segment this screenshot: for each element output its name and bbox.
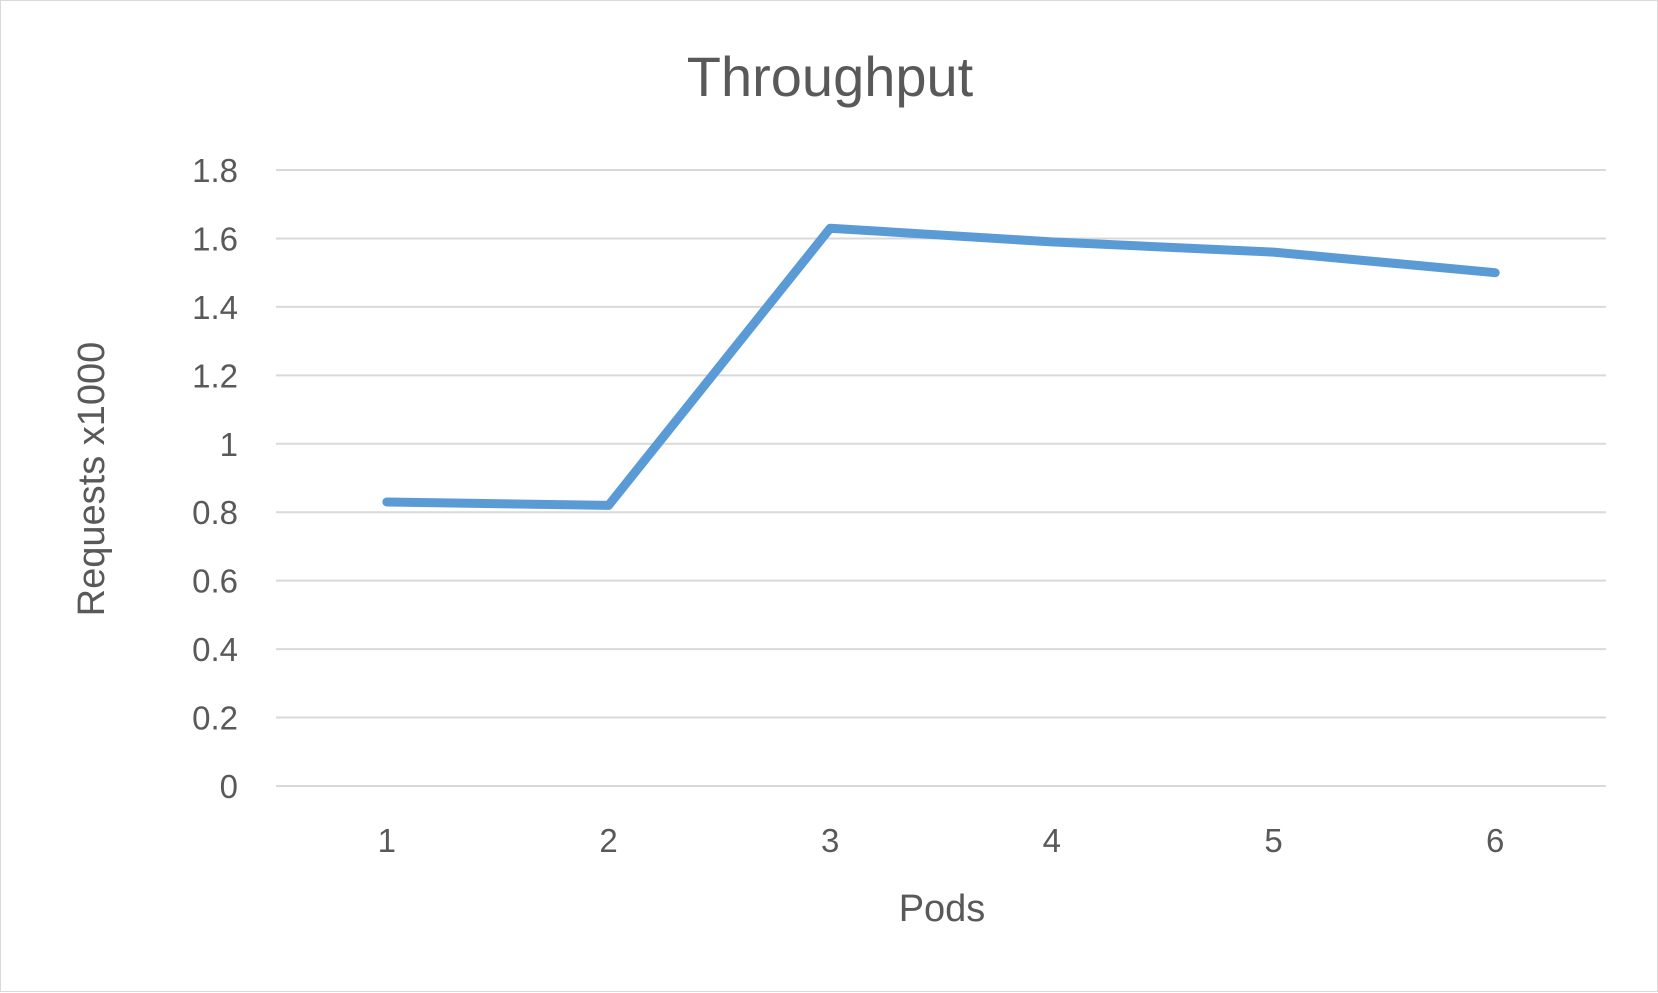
- x-tick-label: 6: [1486, 822, 1504, 859]
- series-line: [387, 228, 1495, 505]
- x-tick-label: 1: [378, 822, 396, 859]
- chart-title: Throughput: [687, 45, 974, 108]
- x-tick-label: 2: [599, 822, 617, 859]
- y-tick-label: 1.8: [192, 152, 238, 189]
- y-axis-title: Requests x1000: [71, 342, 113, 617]
- y-tick-label: 0.4: [192, 631, 238, 668]
- y-axis-ticks: 0 0.2 0.4 0.6 0.8 1 1.2 1.4 1.6 1.8: [192, 152, 238, 805]
- y-tick-label: 1.2: [192, 357, 238, 394]
- x-tick-label: 3: [821, 822, 839, 859]
- y-tick-label: 0.6: [192, 563, 238, 600]
- x-axis-ticks: 1 2 3 4 5 6: [378, 822, 1505, 859]
- y-tick-label: 1: [220, 426, 238, 463]
- y-tick-label: 0: [220, 768, 238, 805]
- y-tick-label: 0.2: [192, 700, 238, 737]
- x-tick-label: 5: [1264, 822, 1282, 859]
- y-tick-label: 0.8: [192, 494, 238, 531]
- series-lines: [387, 228, 1496, 505]
- x-axis-title: Pods: [899, 888, 986, 930]
- x-tick-label: 4: [1043, 822, 1061, 859]
- y-tick-label: 1.6: [192, 220, 238, 257]
- y-tick-label: 1.4: [192, 289, 238, 326]
